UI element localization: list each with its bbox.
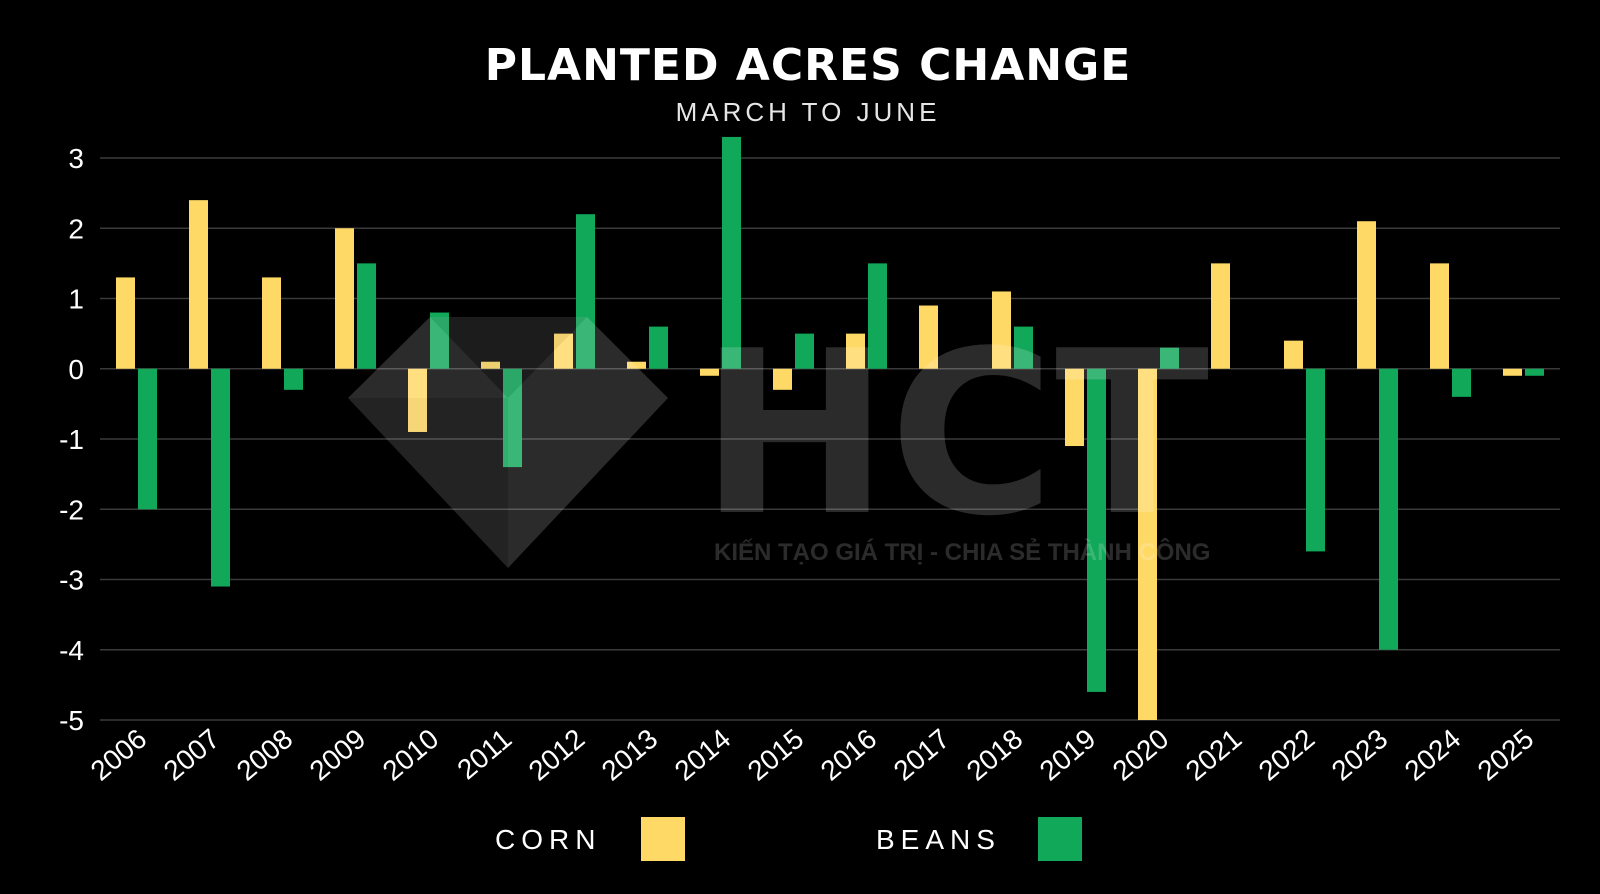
bar-corn-2014 (700, 368, 719, 376)
watermark: HCT KIẾN TẠO GIÁ TRỊ - CHIA SẺ THÀNH CÔN… (348, 303, 1210, 568)
bar-corn-2009 (335, 228, 354, 369)
bar-corn-2007 (189, 200, 208, 369)
bar-beans-2024 (1452, 368, 1471, 397)
bar-beans-2014 (722, 136, 741, 369)
bar-corn-2015 (773, 368, 792, 390)
bar-beans-2013 (649, 326, 668, 369)
bar-corn-2023 (1357, 221, 1376, 369)
legend-beans-swatch (1038, 817, 1082, 861)
bar-corn-2012 (554, 333, 573, 369)
y-tick-label: 0 (68, 354, 84, 385)
bar-corn-2018 (992, 291, 1011, 369)
bar-corn-2024 (1430, 263, 1449, 369)
bar-corn-2010 (408, 368, 427, 432)
bar-beans-2015 (795, 333, 814, 369)
legend-corn-label: CORN (495, 824, 601, 855)
bar-beans-2009 (357, 263, 376, 369)
bar-beans-2023 (1379, 368, 1398, 650)
y-tick-label: 3 (68, 143, 84, 174)
watermark-letters: HCT (700, 303, 1209, 566)
legend-corn-swatch (641, 817, 685, 861)
bar-beans-2020 (1160, 347, 1179, 369)
bar-beans-2011 (503, 368, 522, 468)
bar-corn-2016 (846, 333, 865, 369)
bar-corn-2021 (1211, 263, 1230, 369)
y-tick-label: -5 (59, 705, 84, 736)
bar-corn-2011 (481, 361, 500, 369)
bar-corn-2020 (1138, 368, 1157, 720)
bar-corn-2019 (1065, 368, 1084, 447)
chart-subtitle: MARCH TO JUNE (676, 97, 941, 127)
y-axis-ticks: 3 2 1 0 -1 -2 -3 -4 -5 (59, 143, 84, 736)
y-tick-label: -2 (59, 494, 84, 525)
bar-corn-2006 (116, 277, 135, 369)
legend: CORN BEANS (495, 817, 1082, 861)
bar-beans-2010 (430, 312, 449, 369)
bar-beans-2008 (284, 368, 303, 390)
y-tick-label: -4 (59, 635, 84, 666)
bar-beans-2019 (1087, 368, 1106, 692)
bar-beans-2006 (138, 368, 157, 510)
bar-corn-2025 (1503, 368, 1522, 376)
y-tick-label: -3 (59, 565, 84, 596)
bars (116, 136, 1544, 720)
y-tick-label: -1 (59, 424, 84, 455)
bar-corn-2013 (627, 361, 646, 369)
bar-beans-2007 (211, 368, 230, 587)
diamond-logo-icon (348, 317, 668, 568)
bar-beans-2012 (576, 214, 595, 369)
bar-beans-2025 (1525, 368, 1544, 376)
y-tick-label: 2 (68, 213, 84, 244)
chart-title: PLANTED ACRES CHANGE (485, 40, 1132, 91)
bar-beans-2022 (1306, 368, 1325, 552)
bar-beans-2016 (868, 263, 887, 369)
bar-corn-2017 (919, 305, 938, 369)
watermark-tagline: KIẾN TẠO GIÁ TRỊ - CHIA SẺ THÀNH CÔNG (714, 537, 1210, 566)
bar-corn-2022 (1284, 340, 1303, 369)
legend-beans-label: BEANS (876, 824, 1001, 855)
bar-corn-2008 (262, 277, 281, 369)
bar-beans-2018 (1014, 326, 1033, 369)
y-tick-label: 1 (68, 284, 84, 315)
